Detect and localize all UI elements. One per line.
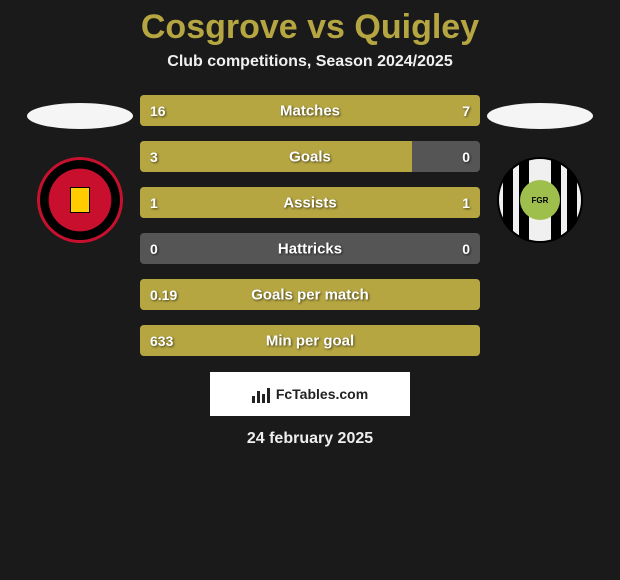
stat-row: 0 Hattricks 0 xyxy=(140,233,480,264)
stat-label: Min per goal xyxy=(266,332,354,349)
stat-value-right: 1 xyxy=(462,195,470,211)
stat-value-left: 0.19 xyxy=(150,287,177,303)
stat-label: Matches xyxy=(280,102,340,119)
date-text: 24 february 2025 xyxy=(247,430,373,448)
left-side xyxy=(20,95,140,243)
stat-value-right: 0 xyxy=(462,149,470,165)
comparison-card: Cosgrove vs Quigley Club competitions, S… xyxy=(0,0,620,580)
stat-row: 16 Matches 7 xyxy=(140,95,480,126)
stat-value-left: 16 xyxy=(150,103,166,119)
team-badge-right: FGR xyxy=(497,157,583,243)
team-badge-left xyxy=(37,157,123,243)
stat-value-right: 7 xyxy=(462,103,470,119)
brand-text: FcTables.com xyxy=(276,386,368,402)
stat-label: Goals xyxy=(289,148,331,165)
stat-value-right: 0 xyxy=(462,241,470,257)
stat-row: 1 Assists 1 xyxy=(140,187,480,218)
stat-row: 3 Goals 0 xyxy=(140,141,480,172)
stat-bar-left xyxy=(140,141,412,172)
player-silhouette-left xyxy=(27,103,133,129)
stat-value-left: 3 xyxy=(150,149,158,165)
brand-badge[interactable]: FcTables.com xyxy=(210,372,410,416)
stat-label: Hattricks xyxy=(278,240,342,257)
right-side: FGR xyxy=(480,95,600,243)
stat-value-left: 0 xyxy=(150,241,158,257)
stats-list: 16 Matches 7 3 Goals 0 1 Assists 1 0 Hattricks 0 0.1… xyxy=(140,95,480,356)
stat-value-left: 633 xyxy=(150,333,173,349)
badge-center-text: FGR xyxy=(520,180,560,220)
stat-row: 633 Min per goal xyxy=(140,325,480,356)
badge-crest-icon xyxy=(70,187,90,213)
stat-label: Assists xyxy=(283,194,336,211)
subtitle: Club competitions, Season 2024/2025 xyxy=(167,53,452,71)
stat-value-left: 1 xyxy=(150,195,158,211)
stat-label: Goals per match xyxy=(251,286,369,303)
brand-chart-icon xyxy=(252,385,270,403)
page-title: Cosgrove vs Quigley xyxy=(141,8,479,47)
stat-row: 0.19 Goals per match xyxy=(140,279,480,310)
player-silhouette-right xyxy=(487,103,593,129)
main-row: 16 Matches 7 3 Goals 0 1 Assists 1 0 Hattricks 0 0.1… xyxy=(0,95,620,356)
